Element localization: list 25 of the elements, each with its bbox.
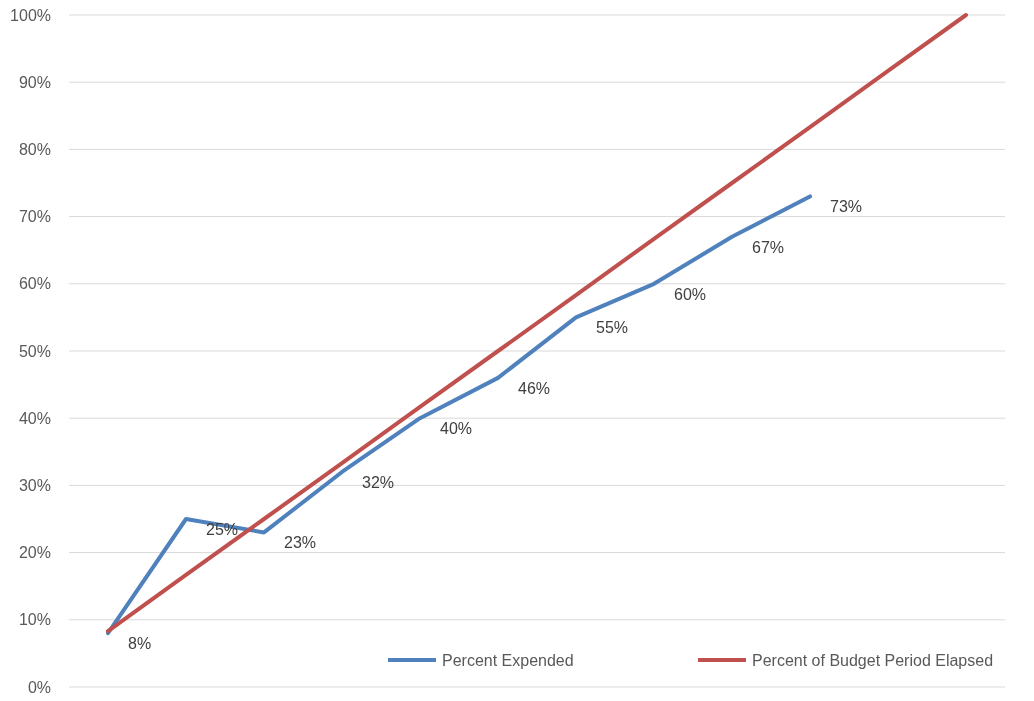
- data-label: 23%: [284, 534, 317, 552]
- legend-label: Percent of Budget Period Elapsed: [752, 651, 994, 669]
- y-tick-label: 40%: [18, 409, 51, 427]
- data-label: 8%: [128, 635, 152, 653]
- data-label: 40%: [440, 420, 473, 438]
- data-label: 55%: [596, 319, 629, 337]
- line-series: [106, 194, 812, 636]
- y-tick-label: 80%: [18, 141, 51, 158]
- legend-label: Percent Expended: [442, 651, 574, 669]
- data-label: 67%: [752, 238, 785, 256]
- y-tick-label: 60%: [18, 275, 51, 293]
- data-label: 32%: [362, 473, 395, 491]
- y-tick-label: 100%: [10, 6, 51, 24]
- y-tick-label: 90%: [18, 73, 51, 91]
- y-tick-label: 0%: [27, 678, 51, 696]
- line-series: [106, 13, 968, 634]
- y-tick-label: 30%: [18, 477, 51, 494]
- data-label: 46%: [518, 379, 551, 397]
- y-tick-label: 20%: [18, 544, 51, 562]
- data-label: 25%: [206, 521, 239, 538]
- data-label: 73%: [830, 198, 863, 216]
- y-tick-label: 50%: [18, 342, 51, 360]
- data-label: 60%: [674, 285, 707, 303]
- y-tick-label: 70%: [18, 208, 51, 226]
- y-tick-label: 10%: [18, 611, 51, 629]
